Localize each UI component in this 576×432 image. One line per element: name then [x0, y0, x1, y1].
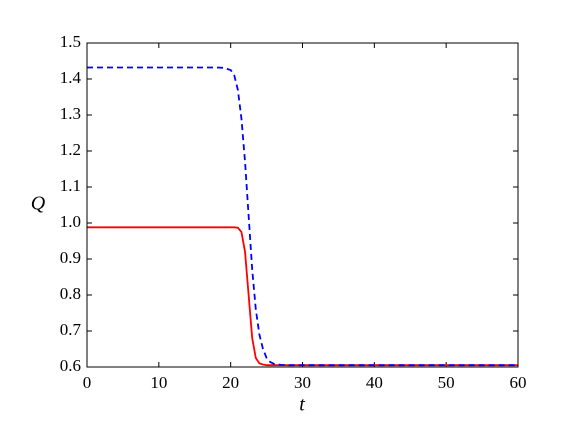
x-axis-label: t	[299, 394, 305, 416]
y-tick-label: 0.7	[60, 320, 82, 339]
x-tick-label: 40	[366, 373, 383, 392]
y-tick-label: 1.2	[60, 140, 81, 159]
x-tick-label: 50	[438, 373, 455, 392]
x-tick-label: 10	[150, 373, 167, 392]
y-tick-label: 0.9	[60, 248, 81, 267]
line-series	[87, 226, 518, 367]
x-tick-label: 30	[294, 373, 311, 392]
y-tick-label: 1.4	[60, 68, 82, 87]
y-axis-label: Q	[31, 193, 46, 215]
line-series	[87, 66, 518, 367]
plot-frame	[86, 42, 519, 368]
y-tick-label: 1.3	[60, 104, 81, 123]
y-tick-label: 0.6	[60, 356, 81, 375]
x-tick-label: 20	[222, 373, 239, 392]
y-tick-label: 0.8	[60, 284, 81, 303]
x-tick-label: 60	[510, 373, 527, 392]
y-tick-label: 1.0	[60, 212, 81, 231]
y-tick-label: 1.1	[60, 176, 81, 195]
x-tick-label: 0	[83, 373, 92, 392]
y-tick-label: 1.5	[60, 32, 81, 51]
